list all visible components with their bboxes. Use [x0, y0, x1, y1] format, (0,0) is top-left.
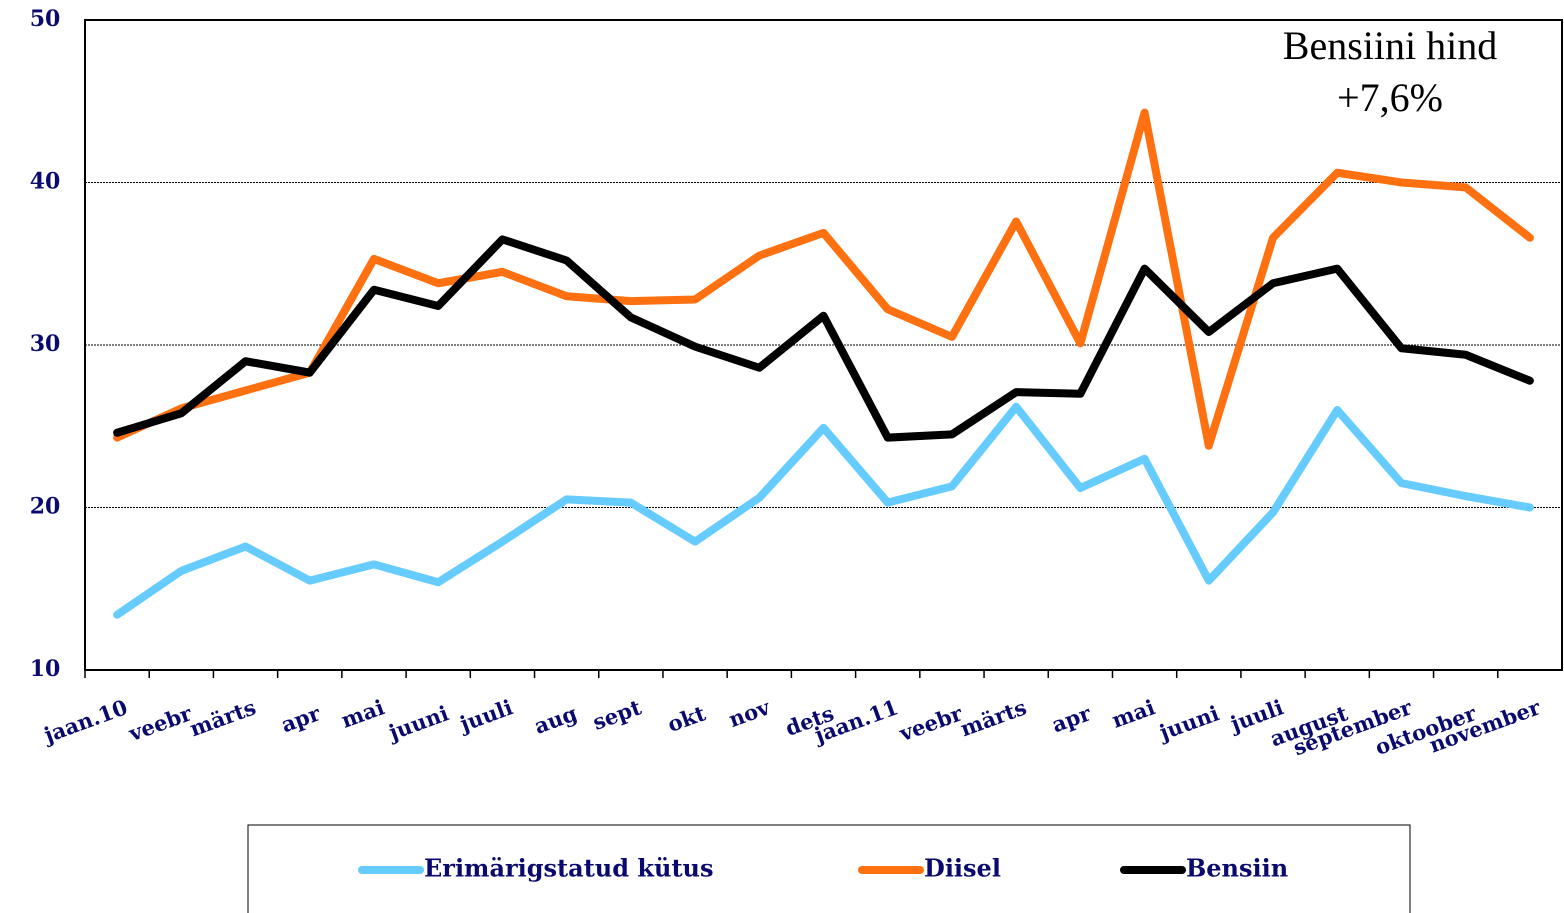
x-tick-label: mai [1108, 694, 1158, 732]
x-tick-label: aug [531, 700, 581, 738]
legend-label: Diisel [924, 854, 1001, 883]
y-tick-label: 20 [30, 494, 61, 520]
x-tick-label: juuli [455, 694, 516, 737]
x-tick-label: apr [278, 700, 324, 737]
x-tick-label: juuni [1154, 700, 1222, 745]
x-tick-label: mai [338, 694, 388, 732]
x-tick-label: veebr [125, 700, 196, 746]
x-tick-label: jaan.10 [39, 694, 131, 748]
y-tick-label: 10 [30, 656, 61, 682]
x-tick-label: märts [186, 694, 259, 741]
legend-label: Erimärigstatud kütus [424, 854, 714, 883]
annotation: +7,6% [1337, 75, 1443, 120]
x-tick-label: märts [957, 694, 1030, 741]
line-series [113, 108, 1534, 450]
x-tick-label: nov [725, 694, 773, 732]
line-series [113, 402, 1534, 619]
y-tick-label: 30 [30, 331, 61, 357]
x-tick-label: apr [1048, 700, 1094, 737]
line-series [113, 235, 1534, 442]
y-tick-label: 50 [30, 6, 61, 32]
y-tick-label: 40 [30, 169, 61, 195]
x-tick-label: sept [589, 694, 644, 735]
legend-box [247, 824, 1411, 913]
x-tick-label: okt [664, 700, 709, 737]
x-tick-label: veebr [895, 700, 966, 746]
annotation: Bensiini hind [1283, 23, 1497, 68]
x-tick-label: juuni [384, 700, 452, 745]
legend-label: Bensiin [1186, 854, 1288, 883]
